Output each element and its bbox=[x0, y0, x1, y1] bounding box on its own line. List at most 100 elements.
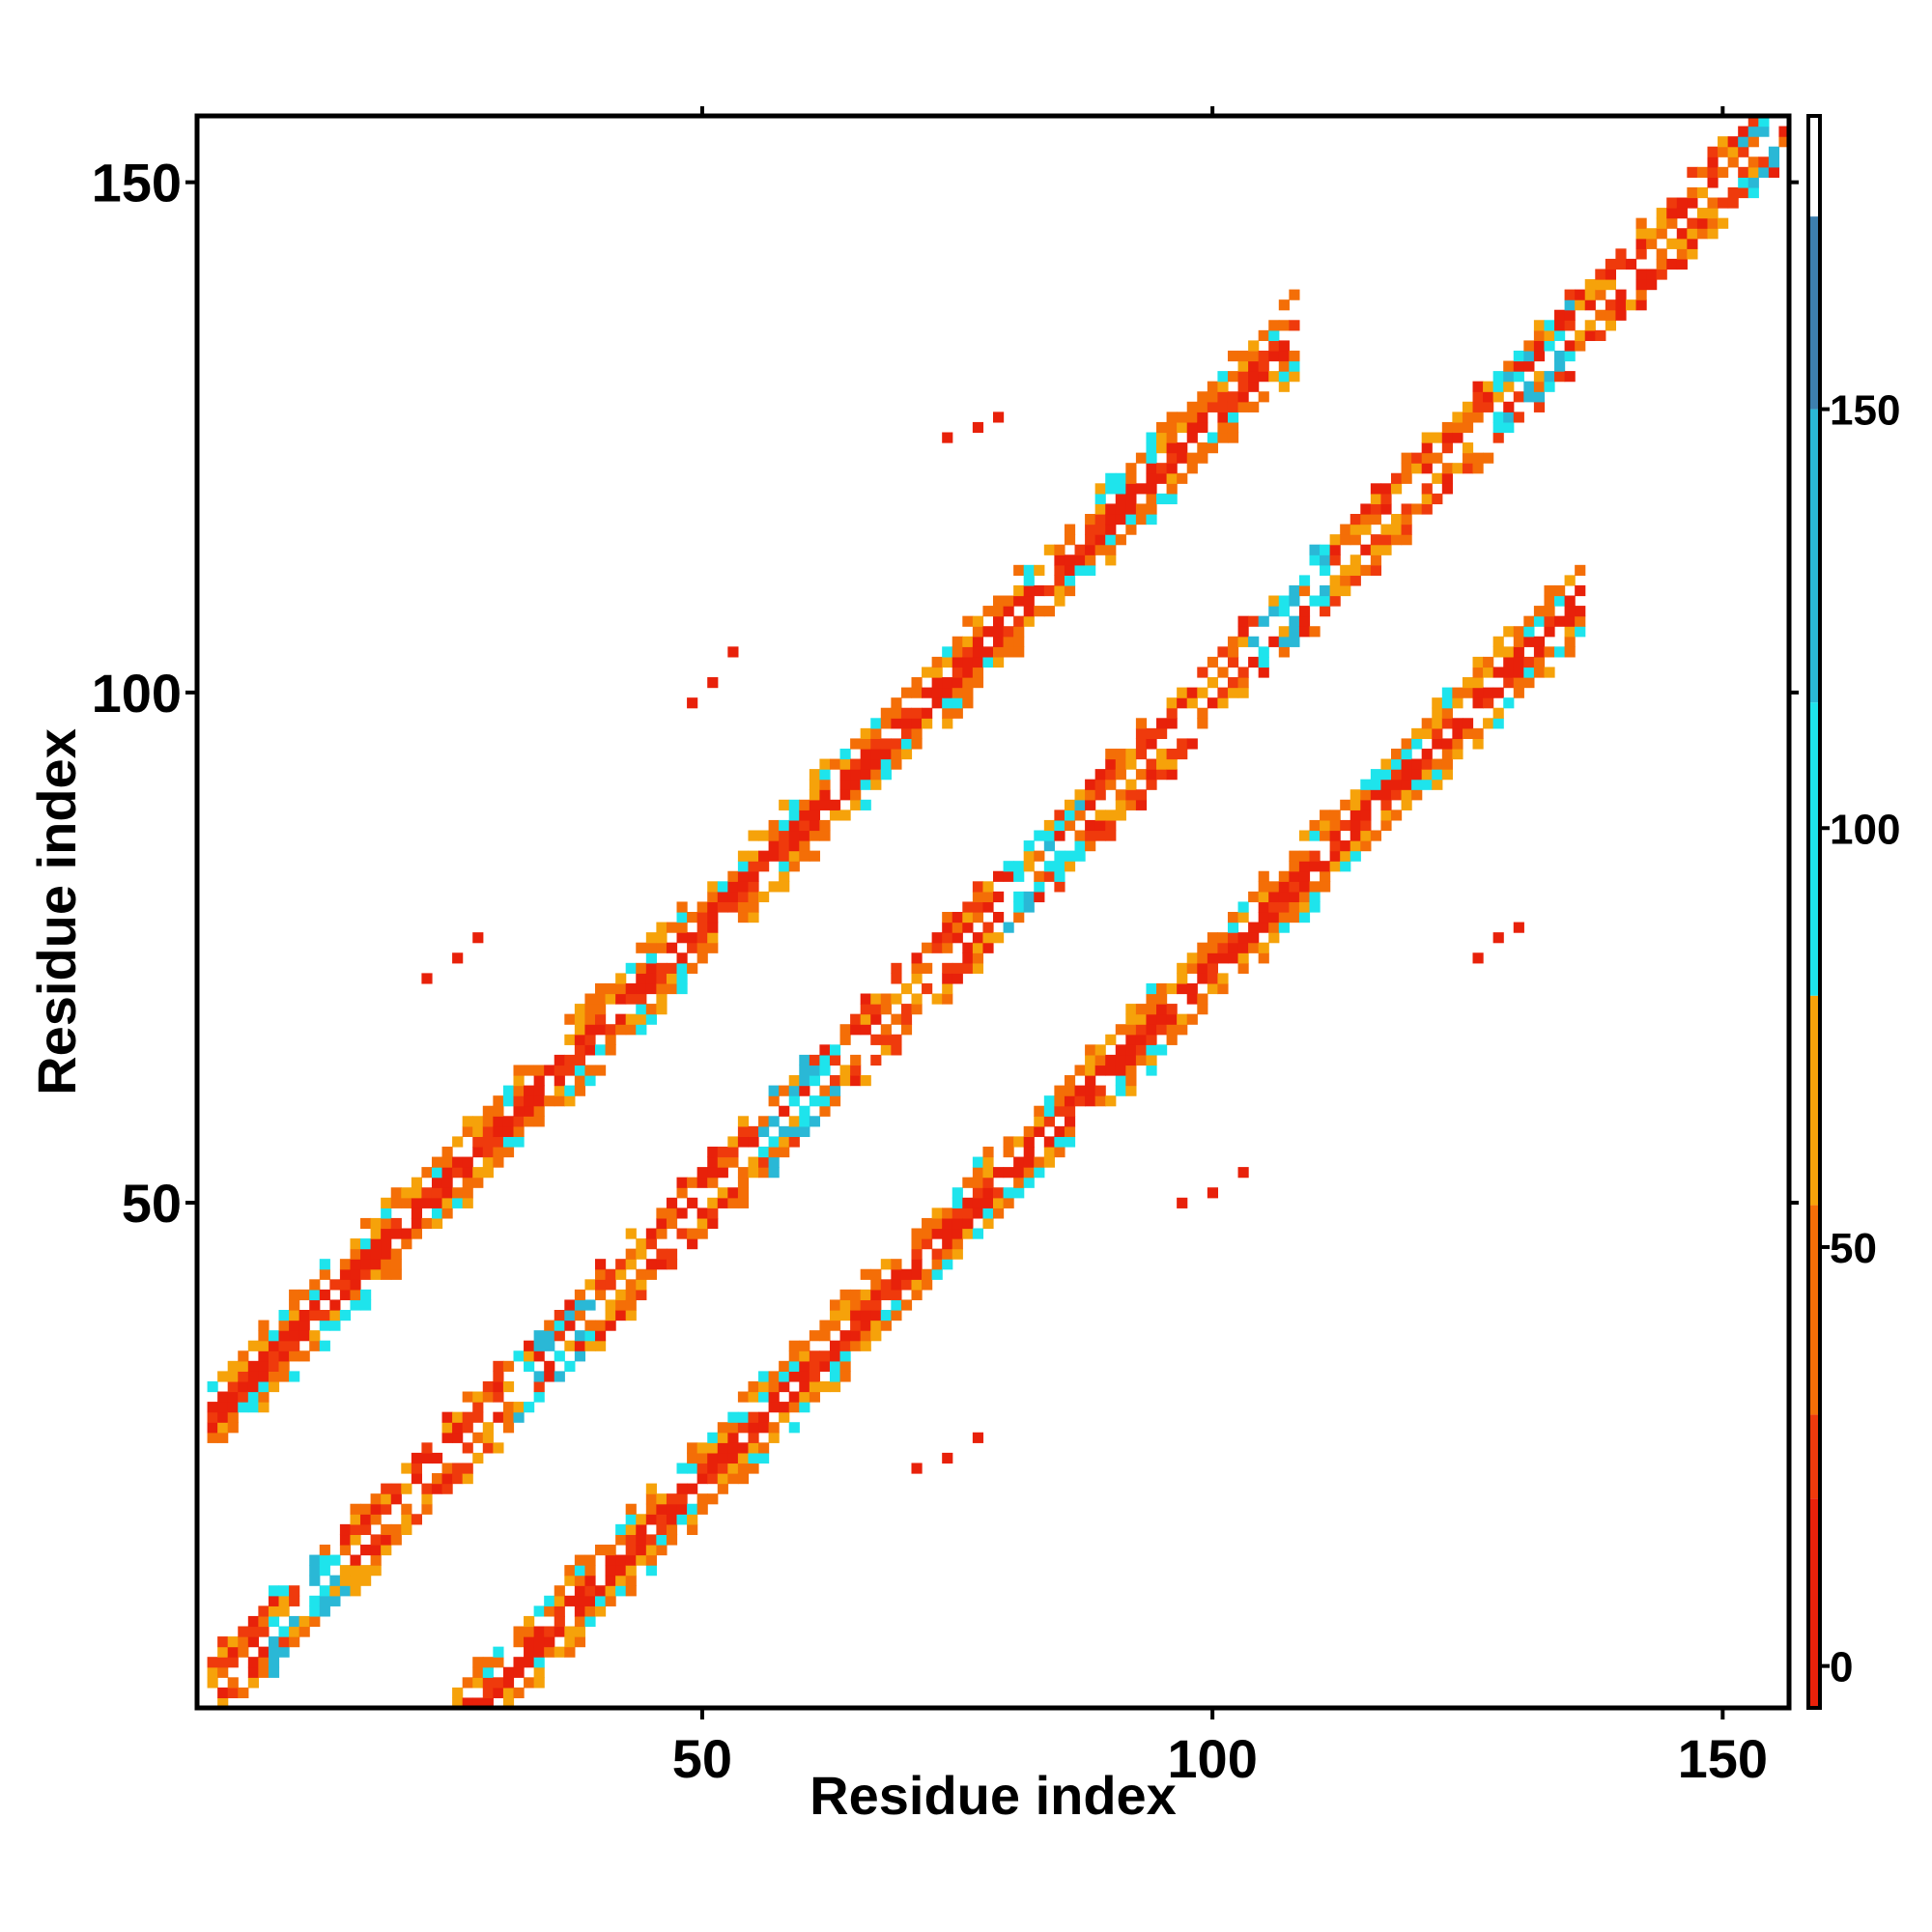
heatmap-cell bbox=[727, 1463, 739, 1474]
heatmap-cell bbox=[788, 819, 800, 832]
heatmap-cell bbox=[1472, 452, 1484, 464]
heatmap-cell bbox=[1340, 564, 1351, 576]
heatmap-cell bbox=[411, 1197, 423, 1208]
heatmap-cell bbox=[727, 881, 739, 893]
heatmap-cell bbox=[1544, 584, 1555, 597]
heatmap-cell bbox=[482, 1422, 494, 1434]
heatmap-cell bbox=[1329, 534, 1341, 546]
heatmap-cell bbox=[258, 1380, 270, 1393]
heatmap-cell bbox=[1268, 329, 1280, 342]
colorbar-segment bbox=[1808, 1414, 1820, 1499]
heatmap-cell bbox=[339, 1310, 352, 1321]
heatmap-cell bbox=[1105, 819, 1117, 832]
heatmap-cell bbox=[1207, 952, 1219, 964]
heatmap-cell bbox=[1350, 564, 1361, 576]
heatmap-cell bbox=[502, 1095, 515, 1107]
heatmap-cell bbox=[1105, 503, 1117, 515]
heatmap-cell bbox=[645, 982, 657, 995]
heatmap-cell bbox=[1687, 228, 1698, 240]
heatmap-cell bbox=[829, 1075, 841, 1087]
heatmap-cell bbox=[1146, 1013, 1157, 1025]
heatmap-cell bbox=[533, 1350, 545, 1362]
heatmap-cell bbox=[390, 1534, 402, 1546]
heatmap-cell bbox=[615, 993, 627, 1005]
heatmap-cell bbox=[666, 1248, 678, 1260]
heatmap-cell bbox=[982, 901, 994, 913]
heatmap-cell bbox=[982, 1208, 994, 1219]
heatmap-cell bbox=[911, 677, 923, 689]
heatmap-cell bbox=[390, 1268, 402, 1280]
heatmap-cell bbox=[707, 1452, 719, 1464]
heatmap-cell bbox=[1441, 769, 1453, 781]
heatmap-cell bbox=[1289, 881, 1300, 893]
heatmap-cell bbox=[1064, 850, 1076, 862]
heatmap-cell bbox=[982, 656, 994, 668]
heatmap-cell bbox=[1309, 626, 1321, 638]
heatmap-cell bbox=[900, 707, 913, 719]
heatmap-cell bbox=[258, 1371, 270, 1382]
heatmap-cell bbox=[779, 861, 790, 872]
heatmap-cell bbox=[1258, 922, 1269, 933]
heatmap-cell bbox=[819, 1105, 831, 1117]
heatmap-cell bbox=[564, 1575, 576, 1586]
heatmap-cell bbox=[696, 1208, 708, 1219]
heatmap-cell bbox=[768, 1116, 780, 1127]
heatmap-cell bbox=[554, 1310, 565, 1321]
heatmap-cell bbox=[1421, 718, 1433, 729]
heatmap-cell bbox=[1380, 483, 1392, 495]
heatmap-cell bbox=[1298, 626, 1311, 638]
heatmap-cell bbox=[1043, 584, 1055, 597]
heatmap-cell bbox=[1177, 1024, 1188, 1036]
heatmap-cell bbox=[605, 1299, 616, 1311]
y-tick-label: 50 bbox=[122, 1173, 182, 1234]
heatmap-cell bbox=[513, 1065, 525, 1076]
colorbar-segment bbox=[1808, 409, 1820, 703]
heatmap-cell bbox=[758, 1146, 770, 1158]
heatmap-cell bbox=[1350, 830, 1361, 841]
heatmap-cell bbox=[779, 1125, 790, 1138]
heatmap-cell bbox=[1054, 861, 1065, 872]
heatmap-cell bbox=[758, 1380, 770, 1393]
heatmap-cell bbox=[952, 1197, 963, 1208]
heatmap-cell bbox=[1360, 789, 1372, 801]
heatmap-cell bbox=[370, 1248, 382, 1260]
heatmap-cell bbox=[758, 861, 770, 872]
heatmap-cell bbox=[942, 707, 953, 719]
heatmap-cell bbox=[1441, 738, 1453, 750]
heatmap-cell bbox=[1003, 922, 1014, 933]
heatmap-cell bbox=[727, 1422, 739, 1434]
heatmap-cell bbox=[727, 1187, 739, 1199]
heatmap-cell bbox=[1584, 299, 1596, 311]
heatmap-cell bbox=[1432, 493, 1443, 505]
heatmap-cell bbox=[737, 1187, 750, 1199]
heatmap-cell bbox=[595, 1289, 607, 1301]
heatmap-cell bbox=[1115, 810, 1126, 821]
heatmap-cell bbox=[1380, 544, 1392, 555]
heatmap-cell bbox=[788, 1125, 800, 1138]
heatmap-cell bbox=[819, 769, 831, 781]
heatmap-cell bbox=[1177, 1197, 1188, 1208]
heatmap-cell bbox=[1452, 412, 1463, 423]
heatmap-cell bbox=[952, 656, 963, 668]
heatmap-cell bbox=[1380, 769, 1392, 781]
heatmap-cell bbox=[656, 962, 668, 974]
heatmap-cell bbox=[1564, 350, 1576, 362]
heatmap-cell bbox=[779, 1371, 790, 1382]
heatmap-cell bbox=[1013, 1177, 1025, 1188]
heatmap-cell bbox=[860, 1268, 871, 1280]
heatmap-cell bbox=[584, 1004, 596, 1015]
heatmap-cell bbox=[1360, 503, 1372, 515]
heatmap-cell bbox=[1094, 1044, 1106, 1056]
heatmap-cell bbox=[605, 1279, 616, 1291]
heatmap-cell bbox=[636, 1289, 647, 1301]
heatmap-cell bbox=[860, 1310, 871, 1321]
heatmap-cell bbox=[1237, 360, 1249, 372]
heatmap-cell bbox=[1177, 738, 1188, 750]
heatmap-cell bbox=[360, 1289, 372, 1301]
heatmap-cell bbox=[595, 1013, 607, 1025]
heatmap-cell bbox=[533, 1105, 545, 1117]
heatmap-cell bbox=[788, 1350, 800, 1362]
heatmap-cell bbox=[819, 799, 831, 810]
heatmap-cell bbox=[472, 1167, 484, 1179]
heatmap-cell bbox=[1656, 217, 1667, 229]
